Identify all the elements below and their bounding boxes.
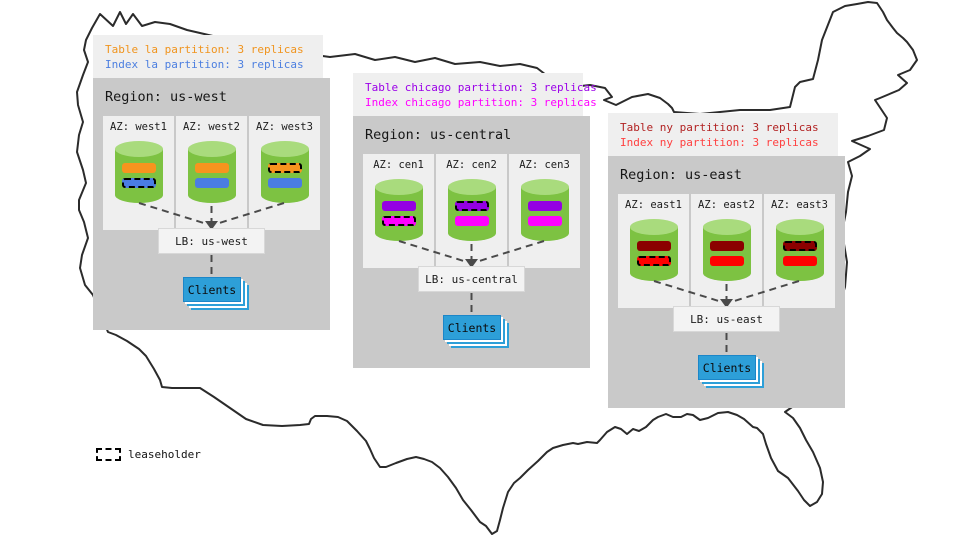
partition-callout-us-central: Table chicago partition: 3 replicas Inde…: [353, 73, 597, 116]
az-row: AZ: east1 AZ: east2: [618, 194, 835, 308]
table-partition-callout: Table ny partition: 3 replicas: [620, 121, 819, 134]
table-partition-bar-leaseholder: [454, 201, 489, 211]
az-label: AZ: west3: [256, 121, 313, 133]
az-cen2: AZ: cen2: [436, 154, 507, 268]
index-partition-bar-leaseholder: [381, 216, 416, 226]
table-partition-bar: [636, 241, 671, 251]
az-label: AZ: east1: [625, 199, 682, 211]
table-partition-callout: Table la partition: 3 replicas: [105, 43, 304, 56]
az-label: AZ: west1: [110, 121, 167, 133]
cylinder-body: [702, 227, 751, 281]
table-partition-bar: [381, 201, 416, 211]
region-us-east: Table ny partition: 3 replicas Index ny …: [608, 113, 845, 408]
database-cylinder: [629, 219, 678, 281]
index-partition-callout: Index la partition: 3 replicas: [105, 58, 304, 71]
cylinder-top: [114, 141, 163, 157]
cylinder-body: [629, 227, 678, 281]
database-cylinder: [187, 141, 236, 203]
load-balancer-us-east: LB: us-east: [673, 306, 780, 332]
cylinder-top: [447, 179, 496, 195]
index-partition-bar-leaseholder: [121, 178, 156, 188]
load-balancer-us-central: LB: us-central: [418, 266, 525, 292]
legend: leaseholder: [96, 448, 201, 461]
az-cen1: AZ: cen1: [363, 154, 434, 268]
az-label: AZ: west2: [183, 121, 240, 133]
cylinder-body: [447, 187, 496, 241]
leaseholder-swatch-icon: [96, 448, 121, 461]
database-cylinder: [447, 179, 496, 241]
az-row: AZ: cen1 AZ: cen2: [363, 154, 580, 268]
az-label: AZ: east3: [771, 199, 828, 211]
load-balancer-us-west: LB: us-west: [158, 228, 265, 254]
database-cylinder: [702, 219, 751, 281]
az-east3: AZ: east3: [764, 194, 835, 308]
cylinder-body: [775, 227, 824, 281]
database-cylinder: [775, 219, 824, 281]
cylinder-body: [260, 149, 309, 203]
partition-callout-us-west: Table la partition: 3 replicas Index la …: [93, 35, 323, 78]
az-west2: AZ: west2: [176, 116, 247, 230]
region-title: Region: us-west: [105, 89, 227, 105]
cylinder-body: [520, 187, 569, 241]
az-label: AZ: cen1: [373, 159, 424, 171]
index-partition-bar: [709, 256, 744, 266]
index-partition-bar: [782, 256, 817, 266]
cylinder-top: [374, 179, 423, 195]
table-partition-bar-leaseholder: [782, 241, 817, 251]
index-partition-bar: [527, 216, 562, 226]
index-partition-callout: Index ny partition: 3 replicas: [620, 136, 819, 149]
az-west1: AZ: west1: [103, 116, 174, 230]
index-partition-bar: [194, 178, 229, 188]
az-west3: AZ: west3: [249, 116, 320, 230]
table-partition-bar: [527, 201, 562, 211]
clients-us-central: Clients: [443, 315, 501, 340]
index-partition-callout: Index chicago partition: 3 replicas: [365, 96, 597, 109]
database-cylinder: [374, 179, 423, 241]
cylinder-body: [187, 149, 236, 203]
table-partition-bar: [194, 163, 229, 173]
region-us-west: Table la partition: 3 replicas Index la …: [93, 35, 330, 330]
cylinder-top: [520, 179, 569, 195]
cylinder-top: [260, 141, 309, 157]
cylinder-top: [775, 219, 824, 235]
database-cylinder: [114, 141, 163, 203]
index-partition-bar: [454, 216, 489, 226]
region-us-central: Table chicago partition: 3 replicas Inde…: [353, 73, 597, 368]
index-partition-bar-leaseholder: [636, 256, 671, 266]
cylinder-top: [702, 219, 751, 235]
partition-callout-us-east: Table ny partition: 3 replicas Index ny …: [608, 113, 838, 156]
az-label: AZ: cen2: [446, 159, 497, 171]
cylinder-body: [114, 149, 163, 203]
table-partition-bar-leaseholder: [267, 163, 302, 173]
cylinder-top: [187, 141, 236, 157]
cylinder-body: [374, 187, 423, 241]
az-row: AZ: west1 AZ: west2: [103, 116, 320, 230]
region-title: Region: us-central: [365, 127, 512, 143]
region-panel: Region: us-central AZ: cen1 AZ: cen2: [353, 116, 590, 368]
region-title: Region: us-east: [620, 167, 742, 183]
clients-us-west: Clients: [183, 277, 241, 302]
region-panel: Region: us-west AZ: west1 AZ: west2: [93, 78, 330, 330]
table-partition-bar: [121, 163, 156, 173]
az-east1: AZ: east1: [618, 194, 689, 308]
region-panel: Region: us-east AZ: east1 AZ: east2: [608, 156, 845, 408]
database-cylinder: [260, 141, 309, 203]
table-partition-callout: Table chicago partition: 3 replicas: [365, 81, 597, 94]
az-label: AZ: cen3: [519, 159, 570, 171]
cylinder-top: [629, 219, 678, 235]
table-partition-bar: [709, 241, 744, 251]
az-label: AZ: east2: [698, 199, 755, 211]
legend-label: leaseholder: [128, 448, 201, 461]
az-cen3: AZ: cen3: [509, 154, 580, 268]
database-cylinder: [520, 179, 569, 241]
az-east2: AZ: east2: [691, 194, 762, 308]
index-partition-bar: [267, 178, 302, 188]
clients-us-east: Clients: [698, 355, 756, 380]
